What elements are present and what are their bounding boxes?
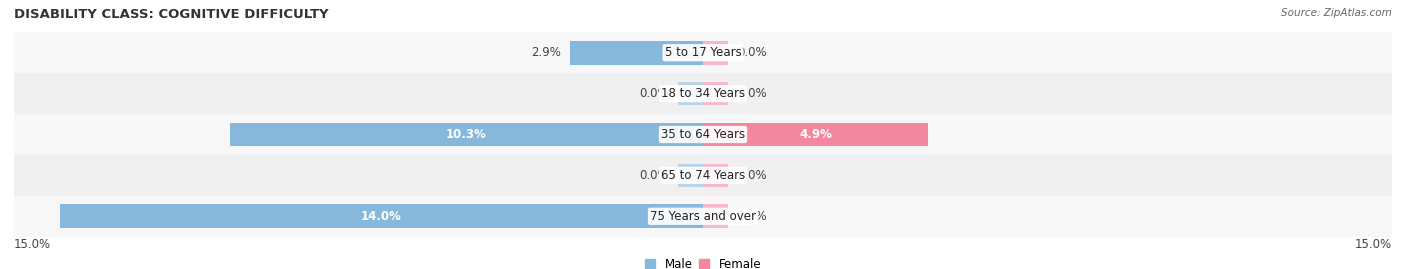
Bar [14,114,1392,155]
Bar [14,155,1392,196]
Text: 2.9%: 2.9% [530,46,561,59]
Legend: Male, Female: Male, Female [640,253,766,269]
Text: 4.9%: 4.9% [799,128,832,141]
Text: 5 to 17 Years: 5 to 17 Years [665,46,741,59]
Text: DISABILITY CLASS: COGNITIVE DIFFICULTY: DISABILITY CLASS: COGNITIVE DIFFICULTY [14,8,329,21]
Text: 0.0%: 0.0% [738,210,768,223]
Text: 15.0%: 15.0% [14,238,51,250]
Text: 35 to 64 Years: 35 to 64 Years [661,128,745,141]
Text: 0.0%: 0.0% [738,46,768,59]
Bar [14,73,1392,114]
Text: 14.0%: 14.0% [361,210,402,223]
Bar [703,41,728,65]
Bar [703,204,728,228]
Text: 15.0%: 15.0% [1355,238,1392,250]
Text: 0.0%: 0.0% [638,169,669,182]
Bar [703,123,928,146]
Bar [231,123,703,146]
Bar [569,41,703,65]
Text: 0.0%: 0.0% [638,87,669,100]
Bar [703,82,728,105]
Text: 10.3%: 10.3% [446,128,486,141]
Bar [14,196,1392,237]
Text: 0.0%: 0.0% [738,87,768,100]
Bar [14,32,1392,73]
Text: Source: ZipAtlas.com: Source: ZipAtlas.com [1281,8,1392,18]
Bar [703,164,728,187]
Text: 18 to 34 Years: 18 to 34 Years [661,87,745,100]
Text: 75 Years and over: 75 Years and over [650,210,756,223]
Bar [60,204,703,228]
Bar [678,164,703,187]
Text: 0.0%: 0.0% [738,169,768,182]
Text: 65 to 74 Years: 65 to 74 Years [661,169,745,182]
Bar [678,82,703,105]
